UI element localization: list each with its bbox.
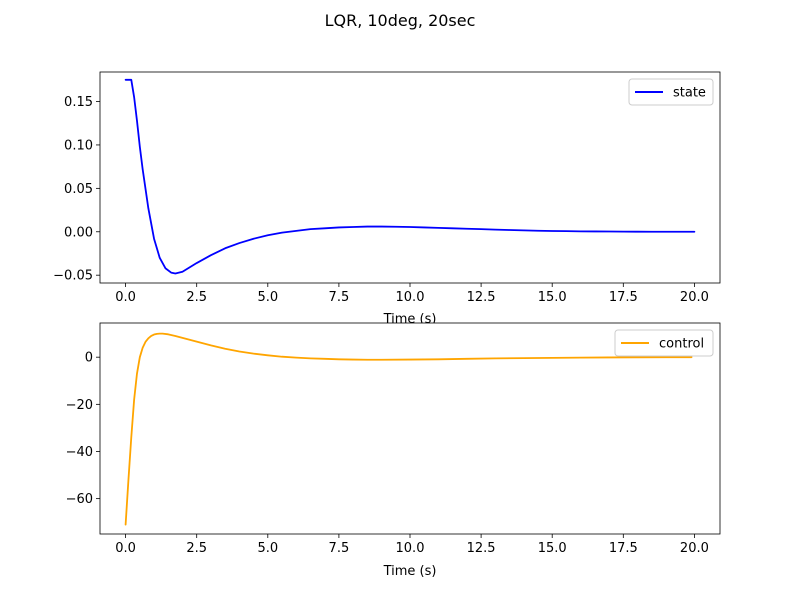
- state-axes-frame: [99, 71, 721, 284]
- state-x-tick-label: 2.5: [186, 290, 207, 305]
- control-legend-box: [614, 329, 714, 357]
- state-x-tick-label: 12.5: [467, 290, 496, 305]
- control-x-tick-label: 17.5: [609, 541, 638, 556]
- control-y-tick-label: −20: [66, 398, 93, 413]
- state-subplot: −0.05 0.00 0.05 0.10 0.15 0.0 2.5 5.0 7.5 10.0 12…: [53, 71, 721, 327]
- figure-title: LQR, 10deg, 20sec: [325, 11, 476, 30]
- state-y-tick-label: 0.05: [64, 182, 93, 197]
- control-subplot: −60 −40 −20 0 0.0 2.5 5.0 7.5 10.0 12.5 15.0 17.5 2…: [66, 322, 721, 579]
- state-x-tick-label: 20.0: [680, 290, 709, 305]
- state-x-tick-label: 17.5: [609, 290, 638, 305]
- state-y-tick-label: 0.10: [64, 138, 93, 153]
- control-legend: control: [614, 329, 714, 357]
- state-x-tick-label: 7.5: [329, 290, 350, 305]
- control-x-tick-label: 5.0: [257, 541, 278, 556]
- control-x-tick-label: 0.0: [115, 541, 136, 556]
- control-series: [124, 332, 693, 526]
- state-legend: state: [628, 78, 714, 106]
- control-y-tick-label: −40: [66, 445, 93, 460]
- control-y-tick-label: 0: [85, 351, 93, 366]
- control-y-tick-label: −60: [66, 492, 93, 507]
- state-legend-label: state: [673, 86, 706, 101]
- control-x-tick-label: 20.0: [680, 541, 709, 556]
- state-y-ticks: −0.05 0.00 0.05 0.10 0.15: [53, 95, 100, 284]
- state-series: [124, 78, 696, 275]
- control-axes-frame: [99, 322, 721, 535]
- control-series-line: [124, 332, 693, 526]
- state-x-ticks: 0.0 2.5 5.0 7.5 10.0 12.5 15.0 17.5 20.0: [115, 283, 709, 305]
- state-x-tick-label: 0.0: [115, 290, 136, 305]
- state-x-tick-label: 10.0: [396, 290, 425, 305]
- state-y-tick-label: −0.05: [53, 269, 93, 284]
- state-series-line: [124, 78, 696, 275]
- control-x-axis-label: Time (s): [383, 564, 437, 579]
- control-legend-label: control: [659, 337, 704, 352]
- control-x-tick-label: 12.5: [467, 541, 496, 556]
- control-x-ticks: 0.0 2.5 5.0 7.5 10.0 12.5 15.0 17.5 20.0: [115, 534, 709, 556]
- state-y-tick-label: 0.00: [64, 225, 93, 240]
- control-x-tick-label: 10.0: [396, 541, 425, 556]
- control-x-tick-label: 15.0: [538, 541, 567, 556]
- control-y-ticks: −60 −40 −20 0: [66, 351, 100, 507]
- state-x-tick-label: 15.0: [538, 290, 567, 305]
- state-legend-box: [628, 78, 714, 106]
- state-y-tick-label: 0.15: [64, 95, 93, 110]
- state-x-tick-label: 5.0: [257, 290, 278, 305]
- state-plot-area: [100, 72, 720, 283]
- control-x-tick-label: 2.5: [186, 541, 207, 556]
- control-x-tick-label: 7.5: [329, 541, 350, 556]
